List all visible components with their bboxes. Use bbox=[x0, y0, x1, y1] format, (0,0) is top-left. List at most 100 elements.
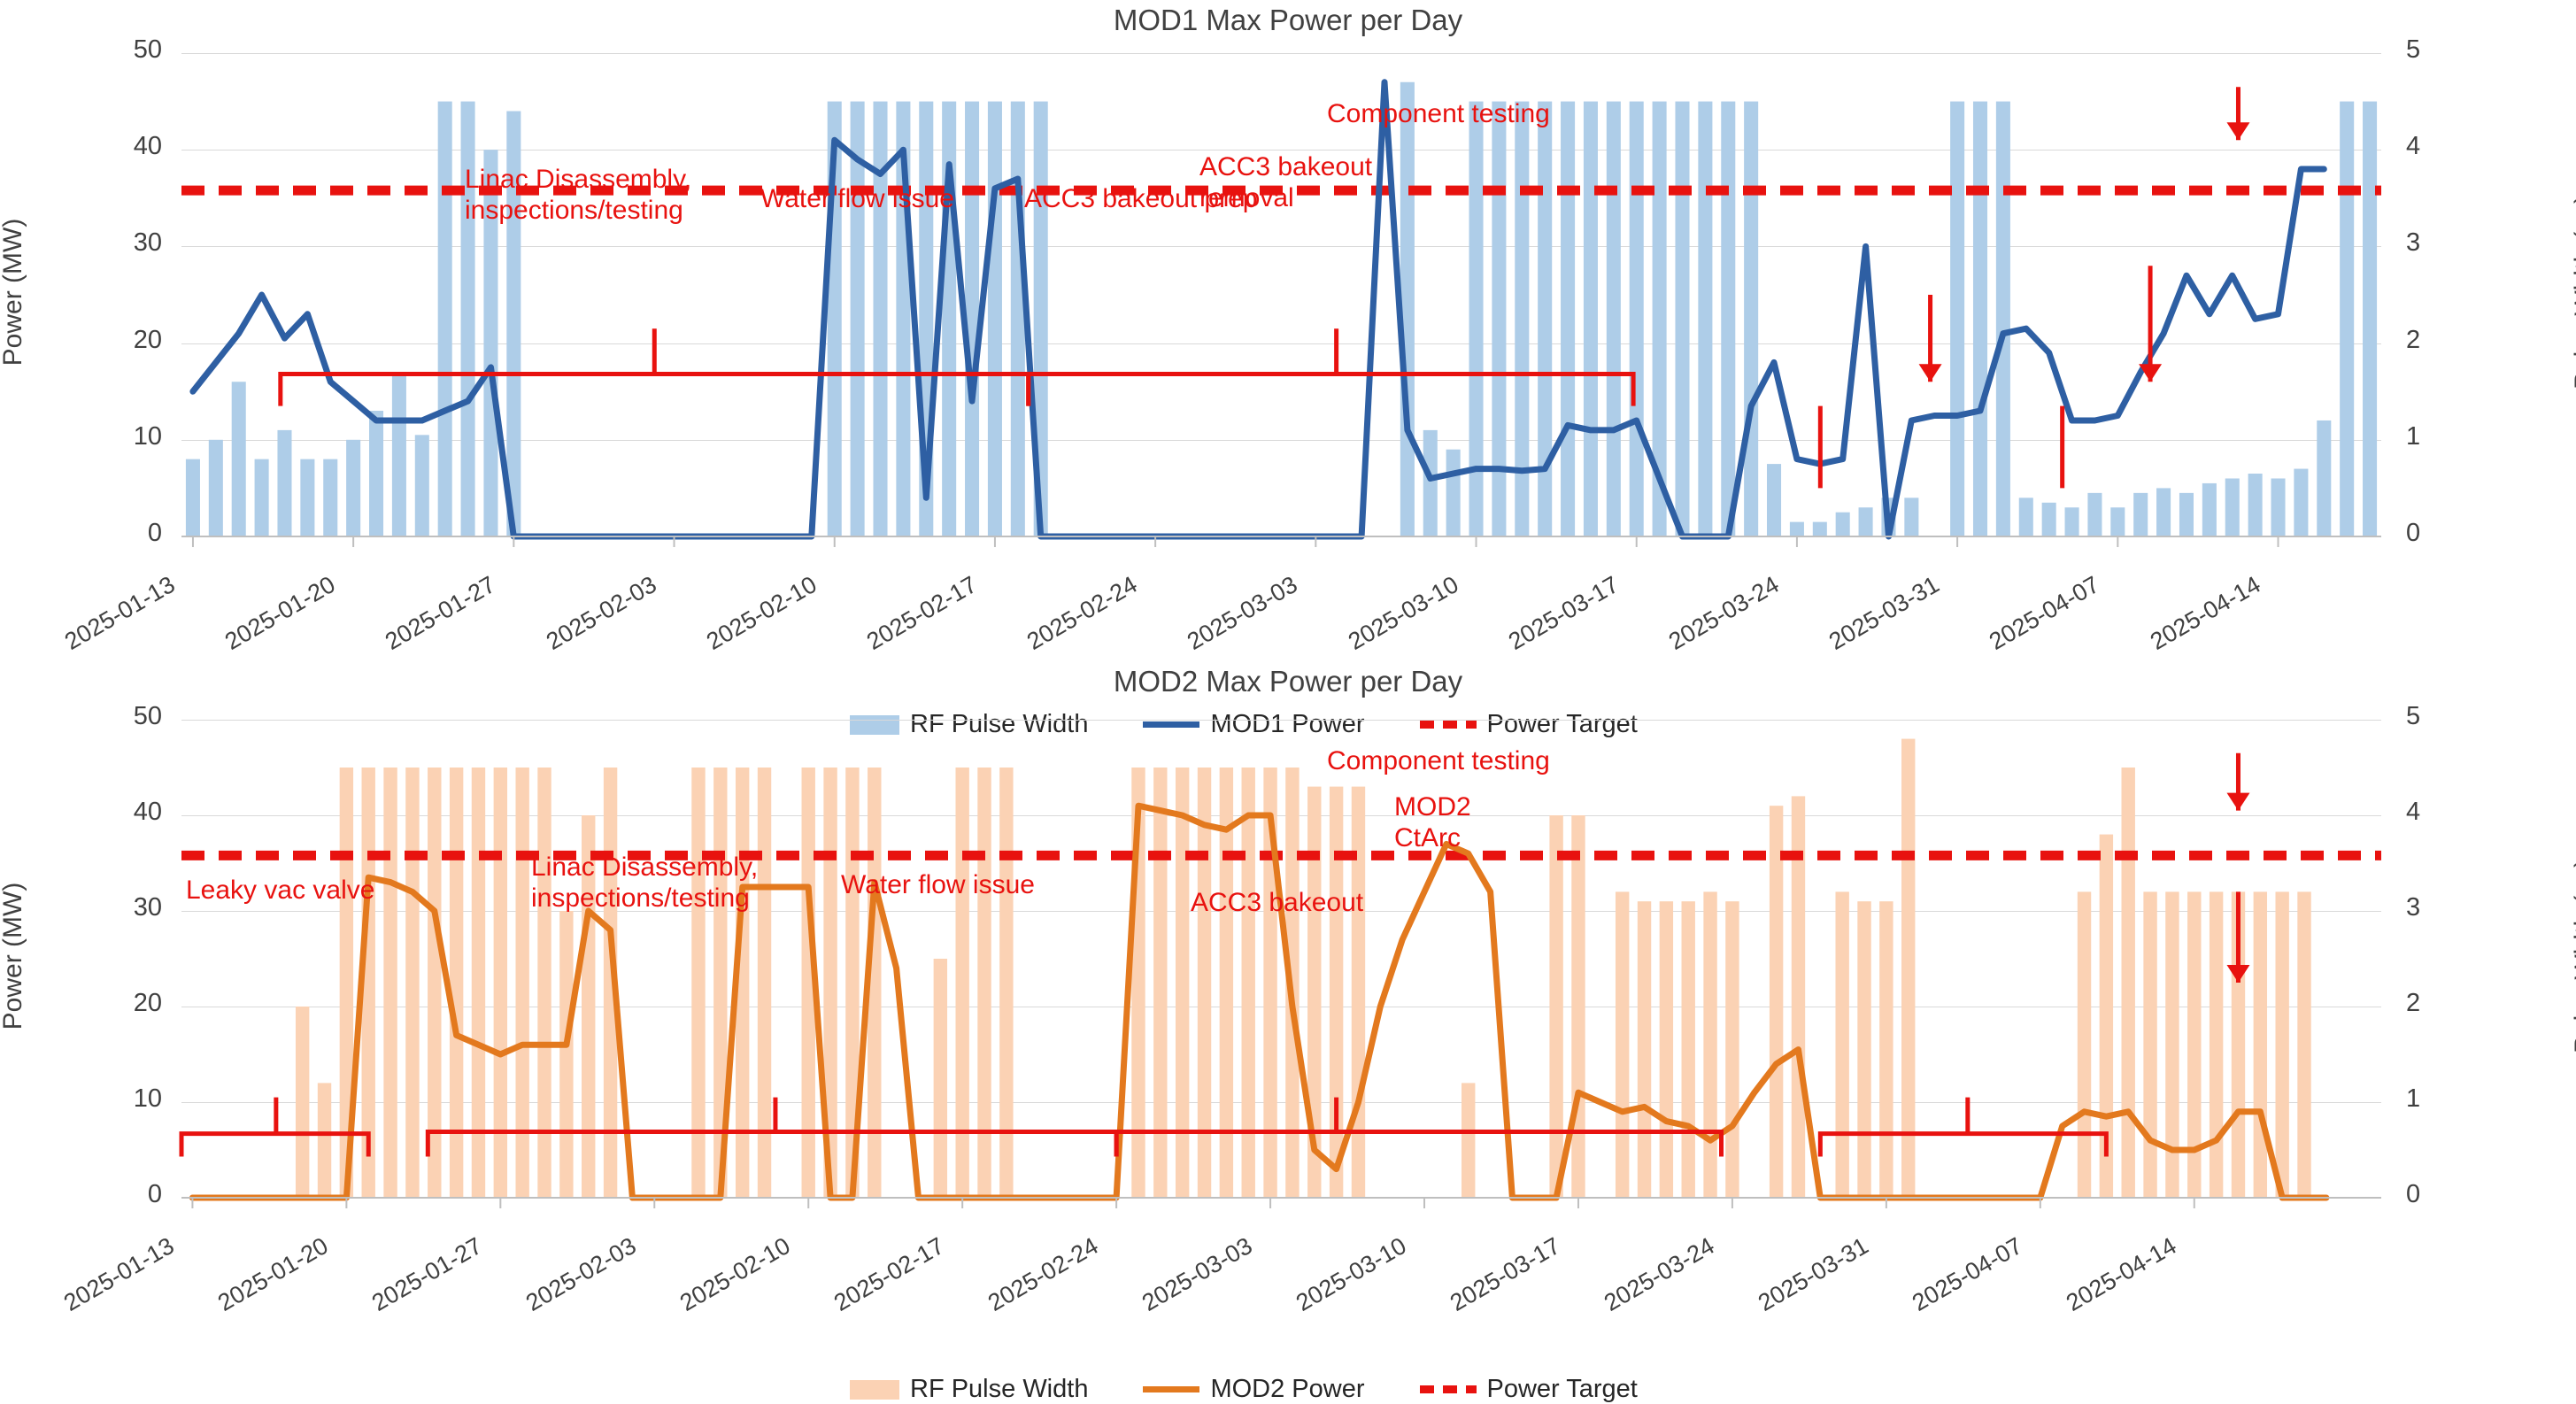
bar bbox=[449, 768, 464, 1198]
y-axis-tick-left: 30 bbox=[133, 228, 162, 258]
bar bbox=[339, 768, 354, 1198]
bar bbox=[1675, 101, 1690, 536]
y-axis-tick-left: 20 bbox=[133, 325, 162, 354]
legend-swatch-bar bbox=[850, 1379, 899, 1400]
bar bbox=[414, 435, 429, 536]
bar bbox=[506, 111, 521, 537]
bar bbox=[483, 150, 498, 536]
y-axis-tick-right: 5 bbox=[2406, 35, 2421, 64]
y-axis-tick-right: 1 bbox=[2406, 1084, 2421, 1113]
bar bbox=[1637, 901, 1652, 1198]
bar bbox=[2099, 834, 2114, 1198]
legend-label: Power Target bbox=[1486, 1375, 1638, 1403]
bar bbox=[2187, 891, 2202, 1198]
gridline bbox=[181, 1102, 2381, 1103]
leader-line bbox=[1817, 1131, 2109, 1157]
bar bbox=[383, 768, 397, 1198]
bar bbox=[1950, 101, 1965, 536]
bar bbox=[2087, 492, 2102, 536]
bar bbox=[1721, 101, 1736, 536]
bar bbox=[2121, 768, 2135, 1198]
annotation-leaders bbox=[179, 752, 2250, 1157]
y-axis-tick-left: 40 bbox=[133, 132, 162, 161]
bar bbox=[1538, 101, 1553, 536]
bar bbox=[2179, 492, 2194, 536]
legend-item[interactable]: MOD1 Power bbox=[1143, 710, 1365, 739]
legend-swatch-line bbox=[1143, 721, 1200, 728]
bar bbox=[1857, 901, 1871, 1198]
bar bbox=[2110, 507, 2125, 536]
bar bbox=[1652, 101, 1667, 536]
gridline bbox=[181, 815, 2381, 816]
legend-label: MOD1 Power bbox=[1210, 710, 1365, 738]
bar bbox=[873, 101, 888, 536]
bar bbox=[2275, 891, 2289, 1198]
bar bbox=[277, 429, 292, 536]
annotation-water-flow-issue: Water flow issue bbox=[841, 870, 1035, 899]
annotation-mod2-ctarc: MOD2 CtArc bbox=[1394, 792, 1471, 852]
mod1-chart-panel: MOD1 Max Power per Day 0 0 10 1 20 2 30 3 40 4 50 5 P… bbox=[0, 0, 2576, 738]
bar bbox=[391, 372, 406, 536]
bar bbox=[1492, 101, 1507, 536]
legend-label: RF Pulse Width bbox=[910, 1375, 1089, 1403]
bar bbox=[2297, 891, 2311, 1198]
bar bbox=[999, 768, 1014, 1198]
bar bbox=[1703, 891, 1717, 1198]
y-axis-tick-right: 5 bbox=[2406, 702, 2421, 730]
bar bbox=[965, 101, 980, 536]
bar bbox=[208, 439, 223, 536]
chart-title: MOD1 Max Power per Day bbox=[1113, 4, 1463, 36]
bar bbox=[295, 1007, 310, 1198]
bar bbox=[317, 1083, 332, 1198]
bar bbox=[254, 459, 269, 536]
legend-swatch-dashed bbox=[1419, 1385, 1477, 1393]
leader-arrowhead bbox=[2139, 364, 2163, 382]
y-axis-tick-right: 4 bbox=[2406, 798, 2421, 826]
chart-legend: RF Pulse Width MOD1 Power Power Target bbox=[850, 710, 1673, 739]
gridline bbox=[181, 439, 2381, 441]
bar bbox=[2317, 420, 2332, 536]
legend-item[interactable]: MOD2 Power bbox=[1143, 1375, 1365, 1404]
leader-line bbox=[425, 1129, 1119, 1157]
bar bbox=[369, 411, 384, 536]
bar bbox=[428, 768, 442, 1198]
bar bbox=[1769, 806, 1784, 1198]
bar bbox=[1615, 891, 1630, 1198]
bar bbox=[1549, 815, 1563, 1198]
bar bbox=[1972, 101, 1988, 536]
bar bbox=[1423, 429, 1438, 536]
legend-item[interactable]: Power Target bbox=[1419, 1375, 1638, 1404]
plot-area bbox=[181, 79, 2381, 547]
legend-item[interactable]: RF Pulse Width bbox=[850, 1375, 1088, 1404]
bar bbox=[1791, 796, 1806, 1198]
bar bbox=[1904, 498, 1919, 536]
bar bbox=[2133, 492, 2148, 536]
gridline bbox=[181, 246, 2381, 248]
bar bbox=[559, 911, 574, 1198]
y-axis-tick-left: 0 bbox=[147, 519, 162, 547]
bar bbox=[2156, 488, 2171, 536]
bar bbox=[1307, 786, 1322, 1198]
bar bbox=[1789, 521, 1804, 536]
bar bbox=[691, 768, 706, 1198]
bar bbox=[2202, 482, 2217, 536]
annotation-linac-disassembly: Linac Disassembly, inspections/testing bbox=[465, 165, 692, 225]
bar bbox=[2225, 478, 2240, 536]
leader-line bbox=[278, 372, 1031, 406]
bar bbox=[1515, 101, 1530, 536]
leader-arrowhead bbox=[2226, 122, 2250, 141]
y-axis-tick-right: 2 bbox=[2406, 325, 2421, 354]
leader-arrowhead bbox=[2226, 965, 2250, 983]
y-axis-tick-left: 10 bbox=[133, 421, 162, 451]
bar bbox=[1698, 101, 1713, 536]
bar bbox=[537, 768, 551, 1198]
bar bbox=[603, 768, 618, 1198]
annotation-acc3-bakeout-prep: ACC3 bakeout prep bbox=[1024, 184, 1258, 213]
annotation-acc3-bakeout: ACC3 bakeout bbox=[1191, 888, 1364, 917]
bar bbox=[1835, 891, 1849, 1198]
annotation-water-flow-issue: Water flow issue bbox=[760, 184, 954, 213]
y-axis-tick-left: 50 bbox=[133, 35, 162, 64]
annotation-acc3-bakeout-removal: ACC3 bakeout removal bbox=[1199, 152, 1373, 212]
bar bbox=[713, 768, 728, 1198]
legend-item[interactable]: Power Target bbox=[1419, 710, 1638, 739]
